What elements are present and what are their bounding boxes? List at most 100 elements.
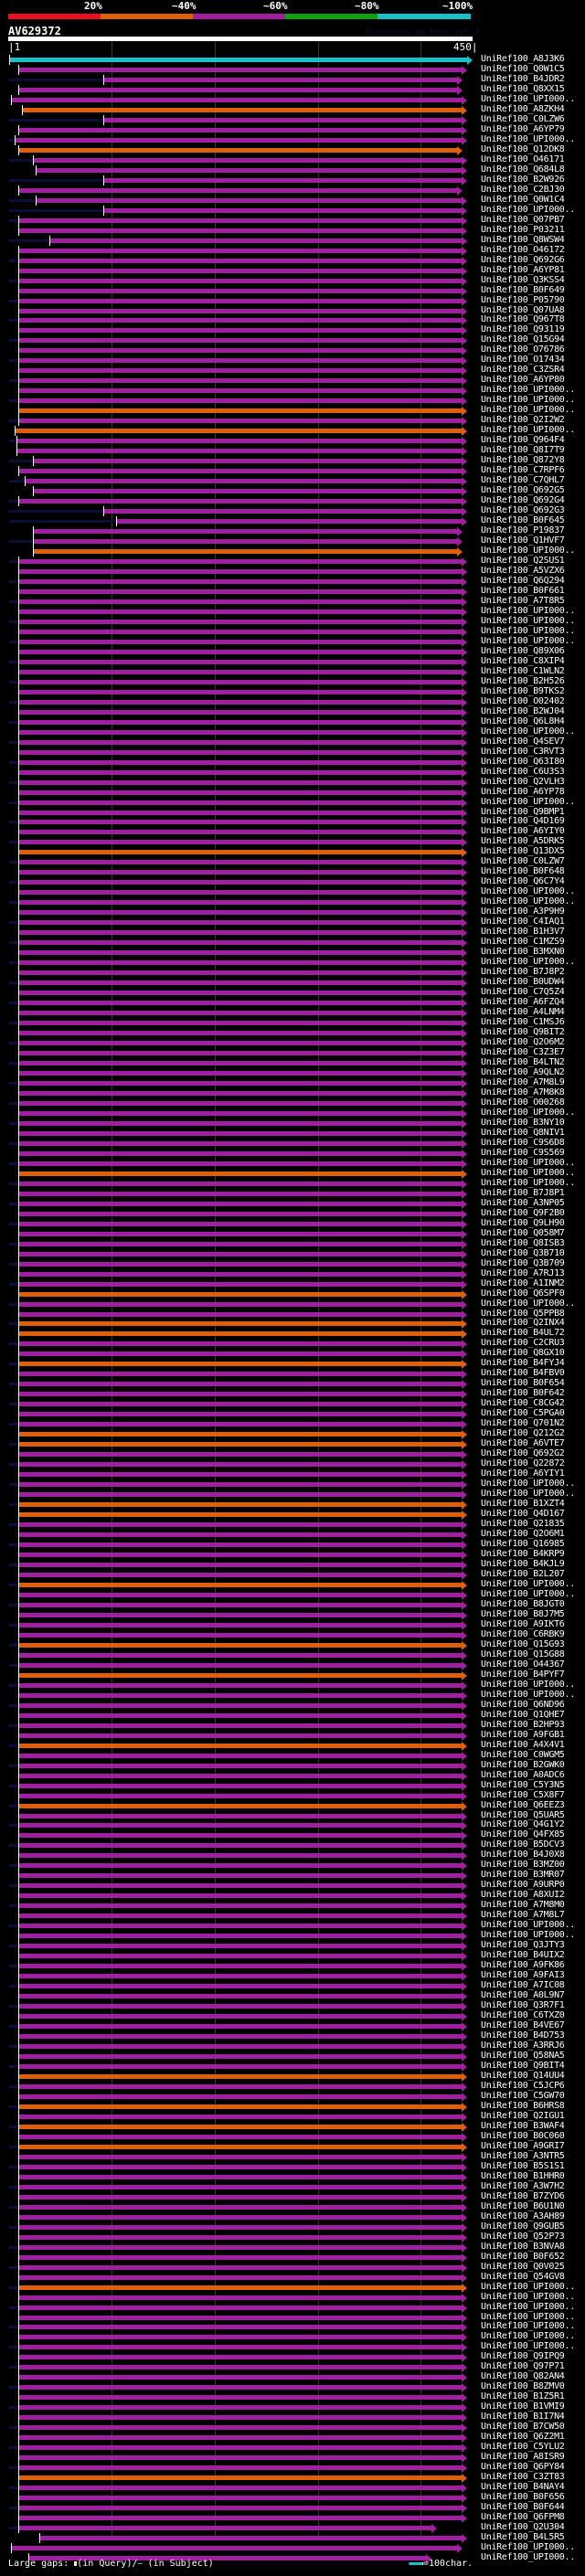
alignment-row[interactable]: UniRef100_C7Q5Z4 xyxy=(0,987,585,999)
alignment-row[interactable]: UniRef100_Q2I2W2 xyxy=(0,415,585,427)
hit-bar[interactable] xyxy=(18,1001,463,1006)
hit-bar[interactable] xyxy=(18,2034,463,2040)
alignment-row[interactable]: UniRef100_Q1QHE7 xyxy=(0,1710,585,1721)
alignment-row[interactable]: UniRef100_B3MR07 xyxy=(0,1870,585,1882)
hit-label[interactable]: UniRef100_UPI000.. xyxy=(481,615,575,626)
hit-label[interactable]: UniRef100_Q9BIT2 xyxy=(481,1027,565,1038)
hit-label[interactable]: UniRef100_B3MXN0 xyxy=(481,947,565,958)
hit-bar[interactable] xyxy=(9,58,467,62)
hit-bar[interactable] xyxy=(18,1090,463,1096)
hit-label[interactable]: UniRef100_B0F648 xyxy=(481,866,565,877)
hit-label[interactable]: UniRef100_Q8ISB3 xyxy=(481,1237,565,1248)
hit-bar[interactable] xyxy=(18,288,463,293)
alignment-row[interactable]: UniRef100_C7QHL7 xyxy=(0,475,585,487)
alignment-row[interactable]: UniRef100_A9FK86 xyxy=(0,1960,585,1972)
alignment-row[interactable]: UniRef100_B2H526 xyxy=(0,676,585,687)
alignment-row[interactable]: UniRef100_Q964F4 xyxy=(0,435,585,447)
hit-label[interactable]: UniRef100_Q692G5 xyxy=(481,485,565,496)
hit-label[interactable]: UniRef100_B6HRS8 xyxy=(481,2100,565,2111)
hit-label[interactable]: UniRef100_C5GW70 xyxy=(481,2090,565,2101)
hit-bar[interactable] xyxy=(18,2144,463,2149)
hit-bar[interactable] xyxy=(18,2134,463,2139)
hit-bar[interactable] xyxy=(18,649,463,654)
alignment-row[interactable]: UniRef100_A6VTE7 xyxy=(0,1438,585,1450)
hit-label[interactable]: UniRef100_B4KRP9 xyxy=(481,1549,565,1560)
hit-label[interactable]: UniRef100_Q07UA8 xyxy=(481,304,565,315)
hit-label[interactable]: UniRef100_B7J8P2 xyxy=(481,967,565,978)
hit-label[interactable]: UniRef100_Q964F4 xyxy=(481,435,565,446)
alignment-row[interactable]: UniRef100_UPI000.. xyxy=(0,134,585,145)
hit-bar[interactable] xyxy=(18,2445,463,2451)
alignment-row[interactable]: UniRef100_Q9BIT2 xyxy=(0,1027,585,1039)
hit-label[interactable]: UniRef100_B0F645 xyxy=(481,515,565,526)
hit-bar[interactable] xyxy=(32,459,463,464)
hit-bar[interactable] xyxy=(18,1472,463,1478)
hit-bar[interactable] xyxy=(18,1120,463,1126)
hit-bar[interactable] xyxy=(18,1553,463,1558)
hit-label[interactable]: UniRef100_C2BJ30 xyxy=(481,184,565,195)
hit-label[interactable]: UniRef100_UPI000.. xyxy=(481,2552,575,2563)
hit-label[interactable]: UniRef100_A6YP79 xyxy=(481,123,565,134)
alignment-row[interactable]: UniRef100_A6YP80 xyxy=(0,375,585,387)
hit-label[interactable]: UniRef100_A6YP81 xyxy=(481,264,565,275)
hit-bar[interactable] xyxy=(18,1341,463,1347)
hit-label[interactable]: UniRef100_O17434 xyxy=(481,355,565,366)
alignment-row[interactable]: UniRef100_Q97P71 xyxy=(0,2361,585,2373)
hit-bar[interactable] xyxy=(18,2044,463,2050)
hit-label[interactable]: UniRef100_A7RJ13 xyxy=(481,1267,565,1278)
hit-label[interactable]: UniRef100_A9FK86 xyxy=(481,1960,565,1971)
hit-label[interactable]: UniRef100_Q3KSS4 xyxy=(481,274,565,285)
hit-bar[interactable] xyxy=(102,77,457,82)
hit-label[interactable]: UniRef100_C7RPF6 xyxy=(481,465,565,476)
hit-bar[interactable] xyxy=(18,1652,463,1658)
hit-bar[interactable] xyxy=(18,2254,463,2260)
hit-label[interactable]: UniRef100_UPI000.. xyxy=(481,2281,575,2292)
hit-bar[interactable] xyxy=(18,248,463,253)
alignment-row[interactable]: UniRef100_Q2INX4 xyxy=(0,1318,585,1330)
hit-label[interactable]: UniRef100_C6TXZ0 xyxy=(481,2010,565,2021)
alignment-row[interactable]: UniRef100_Q14UU4 xyxy=(0,2071,585,2082)
alignment-row[interactable]: UniRef100_C6U3S3 xyxy=(0,767,585,778)
hit-bar[interactable] xyxy=(18,1612,463,1617)
hit-bar[interactable] xyxy=(18,1051,463,1056)
hit-label[interactable]: UniRef100_B6U1N0 xyxy=(481,2200,565,2211)
alignment-row[interactable]: UniRef100_UPI000.. xyxy=(0,2331,585,2343)
hit-bar[interactable] xyxy=(18,1231,463,1236)
alignment-row[interactable]: UniRef100_UPI000.. xyxy=(0,1178,585,1189)
hit-label[interactable]: UniRef100_UPI000.. xyxy=(481,1920,575,1931)
alignment-row[interactable]: UniRef100_A9IKT6 xyxy=(0,1619,585,1630)
hit-bar[interactable] xyxy=(18,588,463,594)
hit-bar[interactable] xyxy=(18,2365,463,2370)
alignment-row[interactable]: UniRef100_B4UIX2 xyxy=(0,1950,585,1962)
hit-bar[interactable] xyxy=(18,1281,463,1287)
alignment-row[interactable]: UniRef100_Q2U304 xyxy=(0,2522,585,2534)
hit-label[interactable]: UniRef100_C3Z3E7 xyxy=(481,1047,565,1058)
hit-label[interactable]: UniRef100_B8ZMV0 xyxy=(481,2381,565,2392)
hit-bar[interactable] xyxy=(18,709,463,715)
hit-label[interactable]: UniRef100_UPI000.. xyxy=(481,2542,575,2553)
hit-label[interactable]: UniRef100_UPI000.. xyxy=(481,886,575,897)
hit-label[interactable]: UniRef100_B0C060 xyxy=(481,2130,565,2141)
alignment-row[interactable]: UniRef100_Q63I80 xyxy=(0,757,585,768)
alignment-row[interactable]: UniRef100_Q3KSS4 xyxy=(0,274,585,286)
hit-bar[interactable] xyxy=(18,970,463,976)
hit-label[interactable]: UniRef100_Q967T8 xyxy=(481,314,565,325)
hit-label[interactable]: UniRef100_B4J0X8 xyxy=(481,1850,565,1860)
hit-bar[interactable] xyxy=(18,368,463,374)
hit-bar[interactable] xyxy=(18,328,463,334)
hit-bar[interactable] xyxy=(18,2204,463,2210)
hit-bar[interactable] xyxy=(18,1903,463,1909)
hit-bar[interactable] xyxy=(18,338,463,344)
hit-label[interactable]: UniRef100_Q4D167 xyxy=(481,1509,565,1520)
hit-label[interactable]: UniRef100_C3ZSR4 xyxy=(481,365,565,376)
hit-bar[interactable] xyxy=(14,429,463,434)
alignment-row[interactable]: UniRef100_B2W926 xyxy=(0,175,585,186)
hit-bar[interactable] xyxy=(36,197,463,203)
hit-bar[interactable] xyxy=(18,1954,463,1959)
hit-bar[interactable] xyxy=(18,1873,463,1879)
hit-label[interactable]: UniRef100_Q212G2 xyxy=(481,1428,565,1439)
hit-label[interactable]: UniRef100_Q2SUS1 xyxy=(481,556,565,566)
hit-bar[interactable] xyxy=(18,1712,463,1718)
hit-label[interactable]: UniRef100_B7CW50 xyxy=(481,2422,565,2433)
hit-bar[interactable] xyxy=(18,2284,463,2290)
